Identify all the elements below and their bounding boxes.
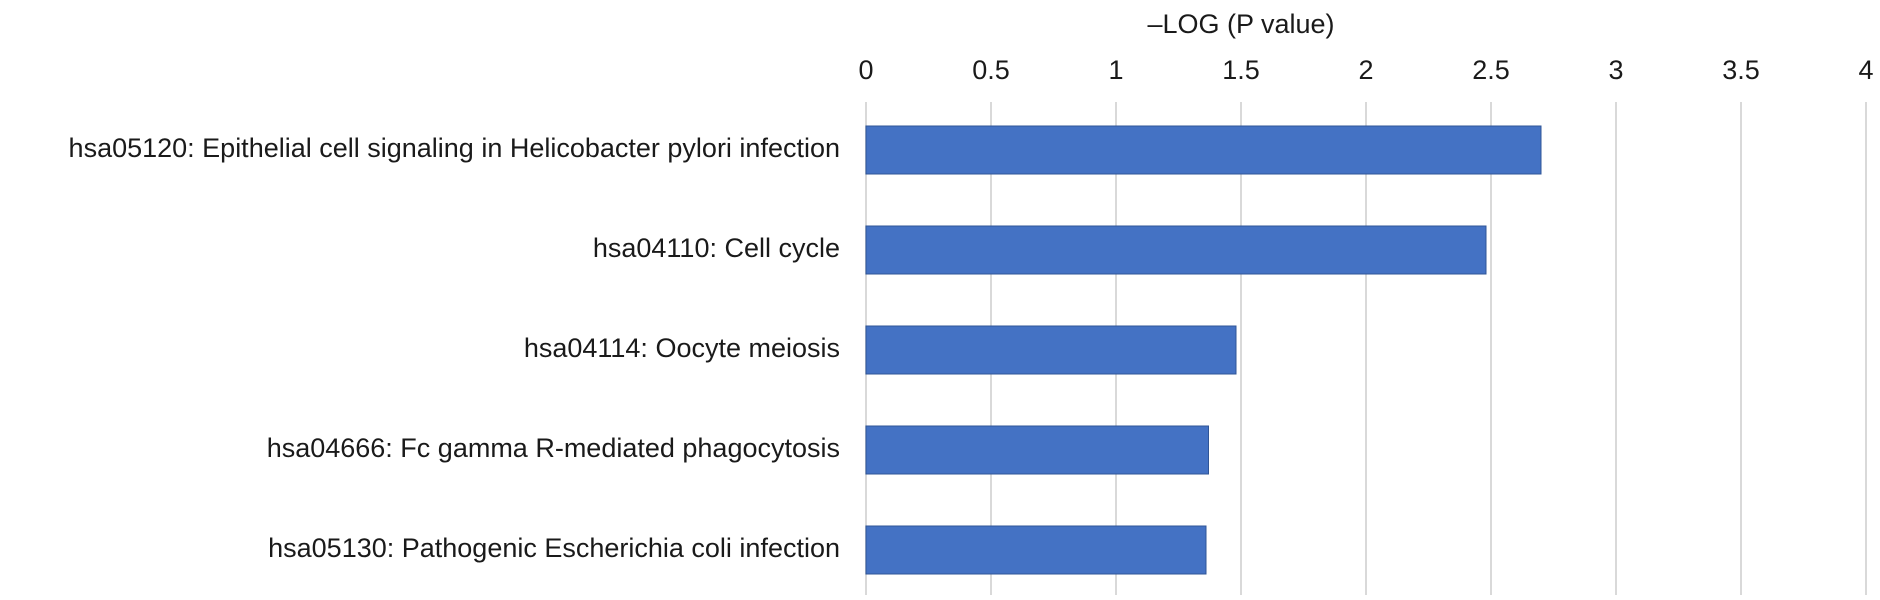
x-tick-label: 3 <box>1608 55 1623 85</box>
bar <box>865 425 1209 475</box>
x-axis-ticks: 0 0.5 1 1.5 2 2.5 3 3.5 4 <box>858 55 1873 85</box>
category-label: hsa05130: Pathogenic Escherichia coli in… <box>268 533 840 563</box>
x-tick-label: 1.5 <box>1222 55 1260 85</box>
axis-title: –LOG (P value) <box>1147 9 1334 39</box>
category-label: hsa04666: Fc gamma R-mediated phagocytos… <box>267 433 840 463</box>
gridlines <box>865 102 1867 595</box>
bar <box>865 225 1487 275</box>
x-tick-label: 0 <box>858 55 873 85</box>
x-tick-label: 3.5 <box>1722 55 1760 85</box>
bar <box>865 325 1237 375</box>
category-label: hsa05120: Epithelial cell signaling in H… <box>69 133 840 163</box>
x-tick-label: 4 <box>1858 55 1873 85</box>
bar <box>865 125 1542 175</box>
x-tick-label: 0.5 <box>972 55 1010 85</box>
category-labels: hsa05120: Epithelial cell signaling in H… <box>69 133 840 563</box>
category-label: hsa04110: Cell cycle <box>593 233 840 263</box>
x-tick-label: 1 <box>1108 55 1123 85</box>
bars <box>865 125 1542 575</box>
bar <box>865 525 1207 575</box>
category-label: hsa04114: Oocyte meiosis <box>524 333 840 363</box>
x-tick-label: 2 <box>1358 55 1373 85</box>
x-tick-label: 2.5 <box>1472 55 1510 85</box>
